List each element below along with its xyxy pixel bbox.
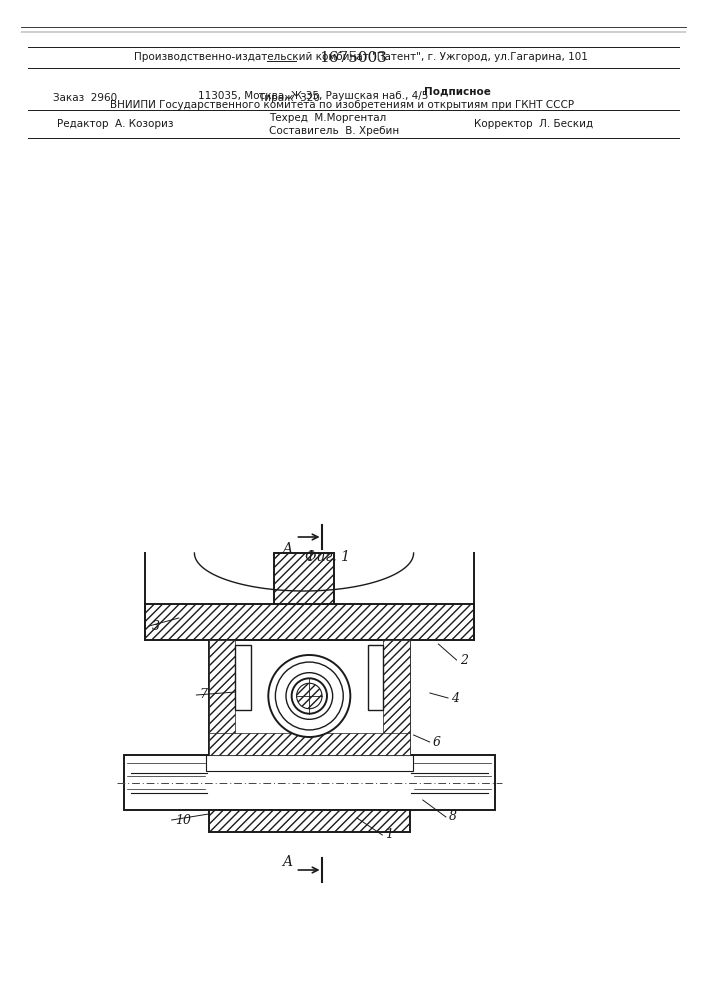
Text: Подписное: Подписное: [424, 86, 491, 96]
Text: Тираж  320: Тираж 320: [258, 93, 320, 103]
Bar: [209, 640, 235, 755]
Text: 4: 4: [451, 692, 459, 704]
Bar: [383, 640, 410, 755]
Text: 7: 7: [199, 688, 207, 702]
Circle shape: [291, 678, 327, 714]
Text: ВНИИПИ Государственного комитета по изобретениям и открытиям при ГКНТ СССР: ВНИИПИ Государственного комитета по изоб…: [110, 100, 573, 110]
Text: Фиг. 1: Фиг. 1: [305, 550, 351, 564]
Bar: [368, 645, 383, 710]
Bar: [274, 553, 334, 604]
Text: Редактор  А. Козориз: Редактор А. Козориз: [57, 119, 173, 129]
Text: A: A: [283, 542, 293, 556]
Circle shape: [269, 655, 351, 737]
Text: Техред  М.Моргентал: Техред М.Моргентал: [269, 113, 386, 123]
Text: Составигель  В. Хребин: Составигель В. Хребин: [269, 126, 399, 136]
Text: 1675003: 1675003: [320, 51, 387, 65]
Bar: [145, 604, 474, 640]
Bar: [209, 640, 410, 755]
Bar: [235, 645, 251, 710]
Circle shape: [286, 673, 333, 719]
Text: 2: 2: [460, 654, 467, 666]
Text: 10: 10: [175, 814, 191, 826]
Bar: [124, 755, 495, 810]
Bar: [206, 755, 413, 771]
Text: A: A: [283, 855, 293, 869]
Text: Корректор  Л. Бескид: Корректор Л. Бескид: [474, 119, 592, 129]
Text: Заказ  2960: Заказ 2960: [53, 93, 117, 103]
Text: 1: 1: [385, 828, 393, 842]
Text: 113035, Москва, Ж-35, Раушская наб., 4/5: 113035, Москва, Ж-35, Раушская наб., 4/5: [198, 91, 428, 101]
Bar: [209, 810, 410, 832]
Text: 8: 8: [449, 810, 457, 824]
Bar: [209, 733, 410, 755]
Circle shape: [276, 662, 344, 730]
Circle shape: [297, 683, 322, 709]
Text: 3: 3: [152, 619, 160, 633]
Text: Производственно-издательский комбинат "Патент", г. Ужгород, ул.Гагарина, 101: Производственно-издательский комбинат "П…: [134, 52, 588, 62]
Text: 6: 6: [433, 736, 440, 748]
